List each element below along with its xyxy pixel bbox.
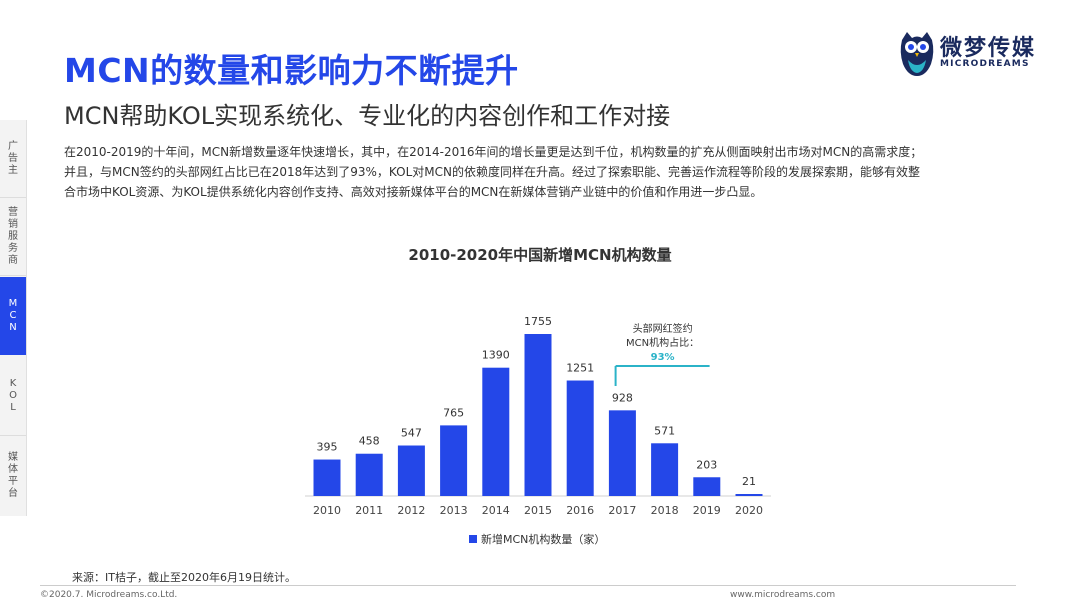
chart-title: 2010-2020年中国新增MCN机构数量 [408,246,672,264]
sidenav-char: C [9,310,17,321]
sidenav-item-media-platform[interactable]: 媒体平台 [0,436,26,516]
sidenav-char: M [8,298,18,309]
x-tick-2011: 2011 [355,504,383,517]
x-tick-2020: 2020 [735,504,763,517]
logo-text-cn: 微梦传媒 [940,36,1037,61]
data-label-2018: 571 [654,424,675,437]
sidenav-char: 主 [8,164,18,176]
sidenav-char: 媒 [8,452,18,463]
body-line-2: 并且，与MCN签约的头部网红占比已在2018年达到了93%，KOL对MCN的依赖… [64,165,920,179]
source-note: 来源：IT桔子，截止至2020年6月19日统计。 [72,571,296,584]
sidenav-char: 销 [8,218,18,230]
sidenav-char: 商 [8,254,18,266]
sidenav-char: N [9,322,17,333]
data-label-2020: 21 [742,475,756,488]
x-tick-2012: 2012 [397,504,425,517]
page-subtitle: MCN帮助KOL实现系统化、专业化的内容创作和工作对接 [64,102,671,130]
bar-2011 [355,453,383,496]
page-title: MCN的数量和影响力不断提升 [64,51,519,90]
chart-legend: 新增MCN机构数量（家） [469,531,605,547]
bar-2019 [693,477,721,496]
bar-2013 [440,425,468,496]
data-label-2014: 1390 [482,349,510,362]
bar-2017 [608,410,636,496]
x-tick-2015: 2015 [524,504,552,517]
sidenav-char: O [9,389,17,401]
bar-2018 [651,443,679,496]
x-tick-2019: 2019 [693,504,721,517]
bar-2020 [735,494,763,496]
x-tick-2016: 2016 [566,504,594,517]
data-label-2016: 1251 [566,362,594,375]
data-label-2013: 765 [443,406,464,419]
sidenav-char: 平 [8,476,18,487]
sidenav-char: 台 [8,488,18,499]
footer-divider [40,585,1016,586]
footer-copyright: ©2020.7. Microdreams.co.Ltd. [40,590,178,600]
sidenav-char: 体 [8,464,18,475]
annotation-value: 93% [651,352,675,363]
data-label-2012: 547 [401,427,422,440]
x-tick-2018: 2018 [651,504,679,517]
bar-2012 [397,445,425,496]
body-line-3: 合市场中KOL资源、为KOL提供系统化内容创作支持、高效对接新媒体平台的MCN在… [64,185,763,199]
x-tick-2010: 2010 [313,504,341,517]
body-paragraph: 在2010-2019的十年间，MCN新增数量逐年快速增长，其中，在2014-20… [64,142,1034,202]
sidenav-char: L [10,401,16,413]
data-label-2017: 928 [612,391,633,404]
sidenav-char: 服 [8,230,18,242]
bar-2015 [524,334,552,496]
sidenav-item-advertiser[interactable]: 广告主 [0,120,26,198]
data-label-2019: 203 [696,458,717,471]
brand-logo: 微梦传媒 MICRODREAMS [898,30,1048,78]
body-line-1: 在2010-2019的十年间，MCN新增数量逐年快速增长，其中，在2014-20… [64,145,923,159]
data-label-2015: 1755 [524,315,552,328]
x-tick-2013: 2013 [440,504,468,517]
data-label-2010: 395 [317,441,338,454]
bar-2010 [313,459,341,496]
owl-icon [900,32,934,76]
x-tick-2014: 2014 [482,504,510,517]
sidenav-char: 营 [8,206,18,218]
annotation-line-1: 头部网红签约 [633,322,693,335]
bar-2016 [566,380,594,496]
sidenav-char: 告 [8,152,18,164]
x-tick-2017: 2017 [608,504,636,517]
annotation-line-2: MCN机构占比： [626,336,699,349]
sidenav-char: 广 [8,140,18,152]
data-label-2011: 458 [359,435,380,448]
legend-swatch [469,535,477,543]
legend-label: 新增MCN机构数量（家） [481,533,606,546]
sidenav-char: 务 [8,242,18,254]
sidenav-item-marketing-service[interactable]: 营销服务商 [0,198,26,276]
sidenav-char: K [9,377,17,389]
footer-website[interactable]: www.microdreams.com [730,590,836,600]
logo-text-en: MICRODREAMS [940,59,1030,69]
bar-2014 [482,367,510,496]
